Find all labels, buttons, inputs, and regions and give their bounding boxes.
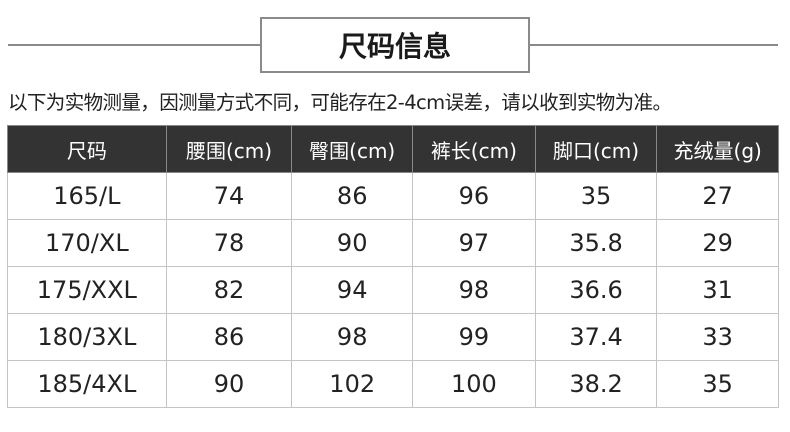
- header-down-fill: 充绒量(g): [656, 125, 779, 173]
- divider-left: [8, 44, 260, 46]
- cell-hip: 98: [291, 313, 414, 361]
- cell-down-fill: 35: [656, 360, 779, 408]
- cell-hip: 102: [291, 360, 414, 408]
- cell-down-fill: 33: [656, 313, 779, 361]
- table-header-row: 尺码 腰围(cm) 臀围(cm) 裤长(cm) 脚口(cm) 充绒量(g): [7, 125, 779, 173]
- table-row: 185/4XL 90 102 100 38.2 35: [7, 360, 779, 408]
- cell-waist: 90: [165, 360, 293, 408]
- cell-hip: 90: [291, 219, 414, 267]
- header-size: 尺码: [7, 125, 167, 173]
- cell-size: 165/L: [7, 172, 167, 220]
- cell-waist: 74: [165, 172, 293, 220]
- header-hem: 脚口(cm): [534, 125, 658, 173]
- cell-hem: 38.2: [534, 360, 658, 408]
- cell-length: 100: [412, 360, 536, 408]
- cell-waist: 82: [165, 266, 293, 314]
- cell-size: 170/XL: [7, 219, 167, 267]
- table-row: 165/L 74 86 96 35 27: [7, 172, 779, 220]
- table-row: 170/XL 78 90 97 35.8 29: [7, 219, 779, 267]
- cell-length: 99: [412, 313, 536, 361]
- cell-hem: 36.6: [534, 266, 658, 314]
- header-waist: 腰围(cm): [165, 125, 293, 173]
- cell-size: 185/4XL: [7, 360, 167, 408]
- cell-length: 97: [412, 219, 536, 267]
- cell-hem: 35.8: [534, 219, 658, 267]
- cell-length: 96: [412, 172, 536, 220]
- cell-waist: 78: [165, 219, 293, 267]
- cell-length: 98: [412, 266, 536, 314]
- table-row: 180/3XL 86 98 99 37.4 33: [7, 313, 779, 361]
- page-title: 尺码信息: [260, 17, 530, 73]
- cell-hip: 86: [291, 172, 414, 220]
- cell-hem: 37.4: [534, 313, 658, 361]
- table-row: 175/XXL 82 94 98 36.6 31: [7, 266, 779, 314]
- cell-down-fill: 29: [656, 219, 779, 267]
- measurement-note: 以下为实物测量，因测量方式不同，可能存在2-4cm误差，请以收到实物为准。: [8, 91, 672, 114]
- divider-right: [530, 44, 778, 46]
- cell-hem: 35: [534, 172, 658, 220]
- cell-size: 180/3XL: [7, 313, 167, 361]
- header-length: 裤长(cm): [412, 125, 536, 173]
- header-hip: 臀围(cm): [291, 125, 414, 173]
- cell-size: 175/XXL: [7, 266, 167, 314]
- cell-waist: 86: [165, 313, 293, 361]
- cell-hip: 94: [291, 266, 414, 314]
- cell-down-fill: 27: [656, 172, 779, 220]
- cell-down-fill: 31: [656, 266, 779, 314]
- size-table: 尺码 腰围(cm) 臀围(cm) 裤长(cm) 脚口(cm) 充绒量(g) 16…: [7, 125, 779, 408]
